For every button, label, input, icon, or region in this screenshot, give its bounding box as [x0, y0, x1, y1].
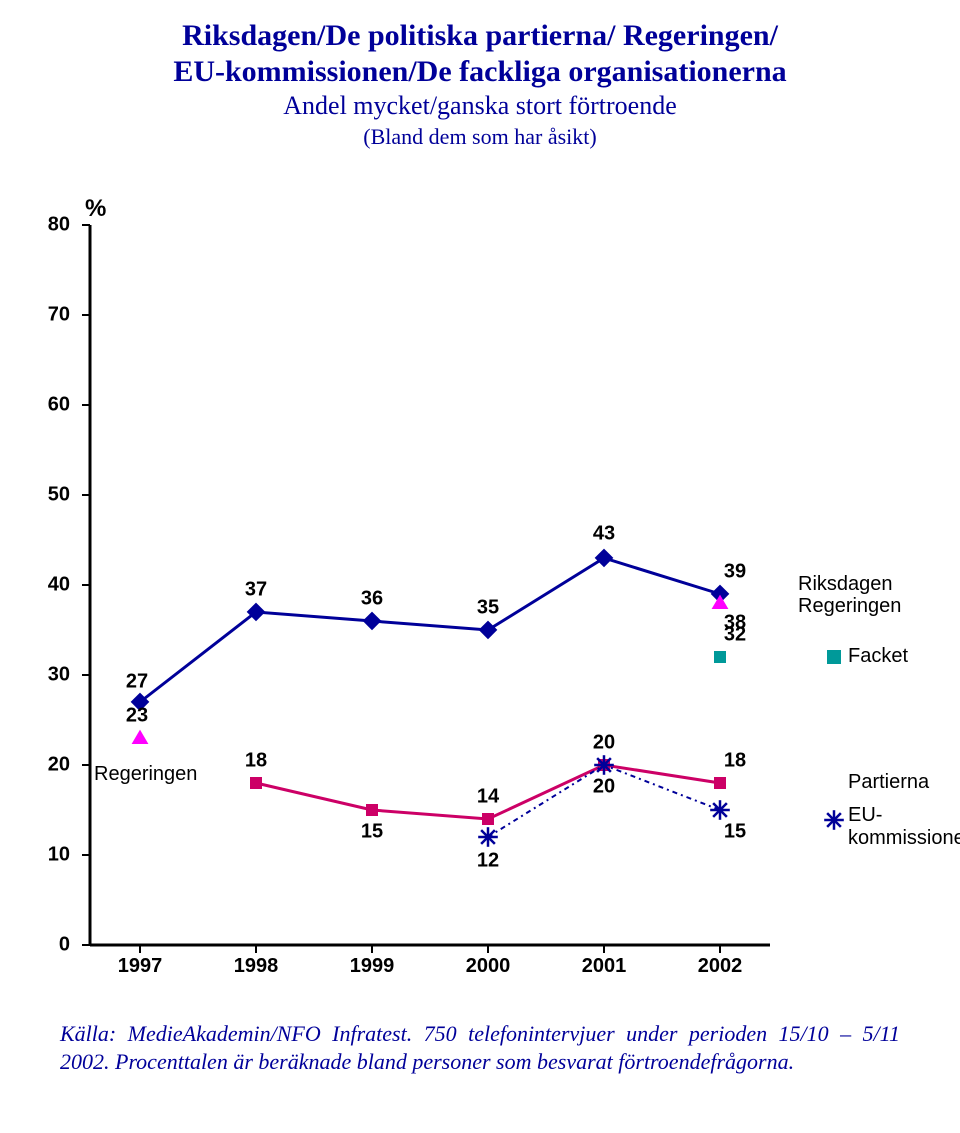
chart-svg [90, 225, 770, 985]
legend-label: Riksdagen [798, 573, 893, 596]
data-label: 18 [724, 750, 746, 773]
x-tick-label: 1997 [118, 955, 163, 978]
data-label: 20 [593, 776, 615, 799]
y-tick-label: 30 [48, 664, 70, 687]
y-tick-label: 40 [48, 574, 70, 597]
legend-label: EU-kommissionen [848, 804, 960, 850]
data-label: 14 [477, 786, 499, 809]
title-line-2: EU-kommissionen/De fackliga organisation… [0, 54, 960, 90]
legend-label: Regeringen [798, 595, 901, 618]
chart: % 01020304050607080199719981999200020012… [90, 225, 770, 945]
title-block: Riksdagen/De politiska partierna/ Regeri… [0, 18, 960, 150]
data-label: 12 [477, 850, 499, 873]
data-label: 18 [245, 750, 267, 773]
legend-label: Facket [848, 645, 908, 668]
data-label: 20 [593, 732, 615, 755]
caption: Källa: MedieAkademin/NFO Infratest. 750 … [60, 1020, 900, 1075]
x-tick-label: 2002 [698, 955, 743, 978]
data-label: 23 [126, 705, 148, 728]
y-tick-label: 50 [48, 484, 70, 507]
y-tick-label: 70 [48, 304, 70, 327]
title-line-1: Riksdagen/De politiska partierna/ Regeri… [0, 18, 960, 54]
y-tick-label: 0 [59, 934, 70, 957]
inline-series-label: Regeringen [94, 763, 197, 786]
caption-prefix: Källa: MedieAkademin/NFO Infratest. [60, 1021, 412, 1046]
page: Riksdagen/De politiska partierna/ Regeri… [0, 0, 960, 1133]
data-label: 37 [245, 579, 267, 602]
y-tick-label: 80 [48, 214, 70, 237]
data-label: 15 [361, 821, 383, 844]
x-tick-label: 1999 [350, 955, 395, 978]
legend-marker [827, 650, 841, 664]
data-label: 43 [593, 523, 615, 546]
data-label: 27 [126, 671, 148, 694]
data-label: 39 [724, 561, 746, 584]
y-tick-label: 10 [48, 844, 70, 867]
y-tick-label: 20 [48, 754, 70, 777]
data-label: 15 [724, 821, 746, 844]
data-label: 38 [724, 612, 746, 635]
title-note: (Bland dem som har åsikt) [0, 123, 960, 151]
x-tick-label: 1998 [234, 955, 279, 978]
x-tick-label: 2000 [466, 955, 511, 978]
legend-label: Partierna [848, 771, 929, 794]
subtitle: Andel mycket/ganska stort förtroende [0, 90, 960, 123]
x-tick-label: 2001 [582, 955, 627, 978]
data-label: 35 [477, 597, 499, 620]
data-label: 36 [361, 588, 383, 611]
percent-symbol: % [85, 195, 106, 223]
y-tick-label: 60 [48, 394, 70, 417]
